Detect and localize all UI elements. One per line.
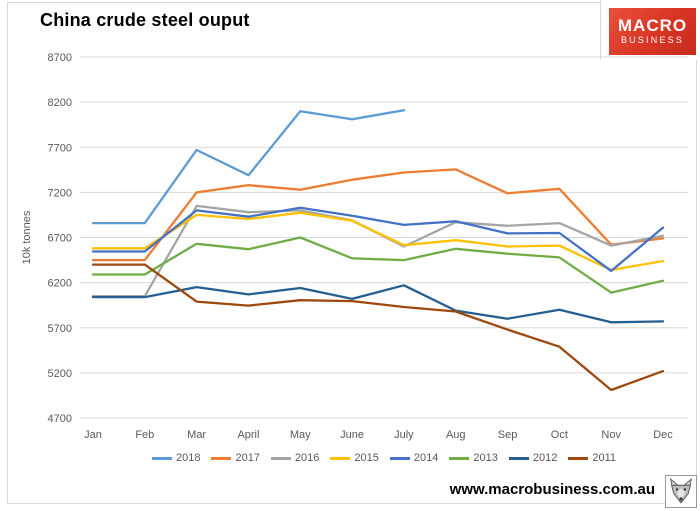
legend-swatch-2012	[508, 456, 529, 460]
y-axis-tick-label: 5700	[48, 323, 72, 335]
legend-label-2017: 2017	[235, 452, 260, 464]
y-axis-tick-label: 8700	[48, 52, 72, 64]
legend-swatch-2018	[151, 456, 172, 460]
x-axis-tick-label: Sep	[498, 429, 518, 441]
legend-item-2013: 2013	[449, 452, 498, 464]
footer-url: www.macrobusiness.com.au	[449, 481, 655, 498]
x-axis-tick-label: Jan	[84, 429, 102, 441]
y-axis-tick-label: 6700	[48, 233, 72, 245]
x-axis-tick-label: Aug	[446, 429, 466, 441]
x-axis-tick-label: June	[340, 429, 364, 441]
x-axis-tick-label: April	[237, 429, 259, 441]
macrobusiness-logo-box: MACRO BUSINESS	[609, 8, 696, 55]
legend-item-2011: 2011	[568, 452, 616, 464]
chart-frame	[7, 2, 697, 504]
line-chart: 8700 8200 7700 7200 6700 6200 5700 5200 4700 10k …	[21, 52, 688, 441]
legend-label-2016: 2016	[294, 452, 320, 464]
legend-label-2015: 2015	[354, 452, 379, 464]
y-axis-tick-label: 6200	[48, 278, 72, 290]
legend-item-2014: 2014	[389, 452, 439, 464]
wolf-head-graphic	[669, 478, 693, 504]
series-line-2018	[91, 109, 406, 225]
series-line-2017	[91, 168, 665, 262]
legend-item-2018: 2018	[151, 452, 201, 464]
x-axis-tick-label: Nov	[601, 429, 621, 441]
wolf-logo-icon	[665, 475, 697, 508]
macrobusiness-logo: MACRO BUSINESS	[600, 0, 699, 60]
series-line-2015	[91, 211, 665, 272]
legend-item-2015: 2015	[330, 452, 379, 464]
y-axis-tick-label: 7700	[48, 142, 72, 154]
y-axis-tick-label: 4700	[48, 413, 72, 425]
y-axis-tick-label: 5200	[48, 368, 72, 380]
legend-label-2014: 2014	[413, 452, 439, 464]
legend-swatch-2013	[449, 456, 470, 460]
x-axis-tick-label: Feb	[135, 429, 154, 441]
legend-label-2013: 2013	[473, 452, 498, 464]
legend-swatch-2011	[568, 456, 589, 460]
series-line-2012	[91, 284, 665, 324]
chart-title: China crude steel ouput	[40, 10, 250, 30]
series-line-2013	[91, 236, 665, 294]
x-axis-tick-label: Mar	[187, 429, 206, 441]
legend-swatch-2015	[330, 456, 351, 460]
legend-swatch-2016	[270, 456, 291, 460]
y-axis-tick-label: 8200	[48, 97, 72, 109]
series-line-2011	[91, 263, 665, 392]
legend-item-2016: 2016	[270, 452, 320, 464]
legend-label-2018: 2018	[175, 452, 201, 464]
x-axis-tick-label: Oct	[551, 429, 568, 441]
logo-text-business: BUSINESS	[620, 35, 685, 45]
y-axis-tick-label: 7200	[48, 187, 72, 199]
legend-label-2011: 2011	[592, 452, 617, 464]
legend-label-2012: 2012	[532, 452, 558, 464]
logo-text-macro: MACRO	[617, 16, 688, 35]
series-line-2014	[91, 206, 665, 273]
legend-swatch-2014	[389, 456, 410, 460]
legend-swatch-2017	[211, 456, 232, 460]
y-axis-title: 10k tonnes	[21, 210, 33, 264]
legend-item-2017: 2017	[211, 452, 260, 464]
chart-legend: 2018 2017 2016 2015 2014 2013 2012 2011	[80, 452, 688, 464]
x-axis-tick-label: July	[394, 429, 414, 441]
legend-item-2012: 2012	[508, 452, 558, 464]
x-axis-tick-label: Dec	[653, 429, 673, 441]
x-axis-tick-label: May	[290, 429, 311, 441]
